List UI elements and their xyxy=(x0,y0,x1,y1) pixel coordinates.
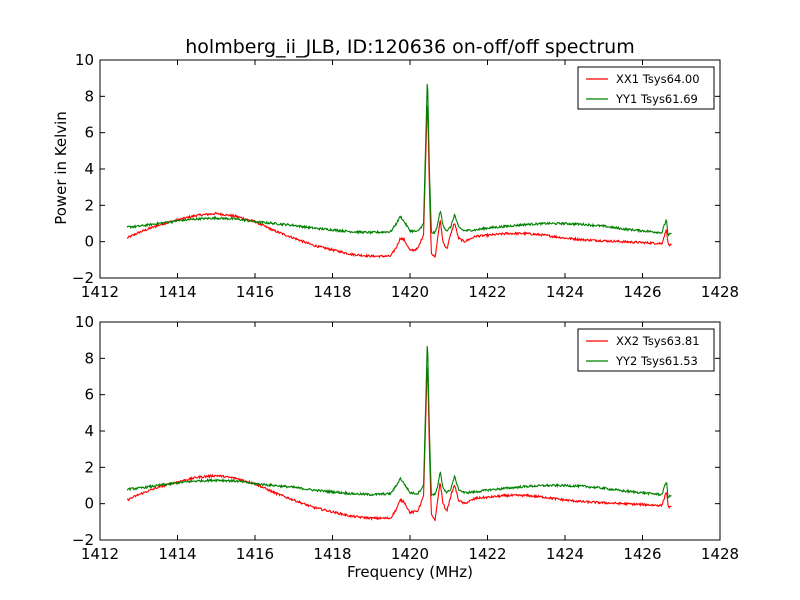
y-tick-label: 8 xyxy=(84,349,94,367)
series-line-yy1 xyxy=(126,83,672,237)
legend: XX1 Tsys64.00 YY1 Tsys61.69 xyxy=(577,66,715,110)
y-axis-label: Power in Kelvin xyxy=(52,111,70,225)
legend-box xyxy=(577,66,715,110)
y-tick-label: 8 xyxy=(84,87,94,105)
y-tick-label: 0 xyxy=(84,495,94,513)
series-group xyxy=(126,346,672,522)
legend-entry: YY2 Tsys61.53 xyxy=(615,354,698,368)
bottom-panel: 1412 1414 1416 1418 1420 1422 1424 1426 1428 −2 0 2… xyxy=(72,313,739,563)
x-tick-label: 1416 xyxy=(236,545,274,563)
series-group xyxy=(126,83,672,259)
y-tick-label: 2 xyxy=(84,196,94,214)
x-tick-label: 1428 xyxy=(701,283,739,301)
x-tick-label: 1424 xyxy=(546,545,584,563)
y-tick-label: 10 xyxy=(75,313,94,331)
y-tick-label: 4 xyxy=(84,160,94,178)
x-tick-label: 1412 xyxy=(81,283,119,301)
y-tick-label: −2 xyxy=(72,269,94,287)
x-tick-label: 1418 xyxy=(313,545,351,563)
legend-entry: XX2 Tsys63.81 xyxy=(616,334,700,348)
x-tick-label: 1422 xyxy=(468,545,506,563)
series-line-yy2 xyxy=(126,346,672,499)
x-tick-label: 1420 xyxy=(391,283,429,301)
x-tick-label: 1416 xyxy=(236,283,274,301)
y-tick-label: 6 xyxy=(84,386,94,404)
x-tick-label: 1418 xyxy=(313,283,351,301)
legend: XX2 Tsys63.81 YY2 Tsys61.53 xyxy=(577,328,715,372)
x-tick-label: 1428 xyxy=(701,545,739,563)
x-axis-label: Frequency (MHz) xyxy=(347,563,473,581)
x-tick-label: 1414 xyxy=(158,545,196,563)
top-panel: 1412 1414 1416 1418 1420 1422 1424 1426 1428 −2 0 2… xyxy=(72,51,739,301)
x-tick-label: 1420 xyxy=(391,545,429,563)
x-tick-label: 1424 xyxy=(546,283,584,301)
legend-entry: YY1 Tsys61.69 xyxy=(615,92,698,106)
legend-box xyxy=(577,328,715,372)
x-tick-label: 1422 xyxy=(468,283,506,301)
y-tick-label: 6 xyxy=(84,124,94,142)
series-line-xx2 xyxy=(126,367,672,522)
y-tick-label: 0 xyxy=(84,233,94,251)
x-tick-label: 1426 xyxy=(623,545,661,563)
y-tick-label: 10 xyxy=(75,51,94,69)
figure-title: holmberg_ii_JLB, ID:120636 on-off/off sp… xyxy=(185,36,634,58)
y-tick-label: 2 xyxy=(84,458,94,476)
legend-entry: XX1 Tsys64.00 xyxy=(616,72,700,86)
series-line-xx1 xyxy=(126,105,672,259)
x-tick-label: 1414 xyxy=(158,283,196,301)
x-tick-label: 1412 xyxy=(81,545,119,563)
y-tick-label: 4 xyxy=(84,422,94,440)
x-tick-label: 1426 xyxy=(623,283,661,301)
y-tick-label: −2 xyxy=(72,531,94,549)
